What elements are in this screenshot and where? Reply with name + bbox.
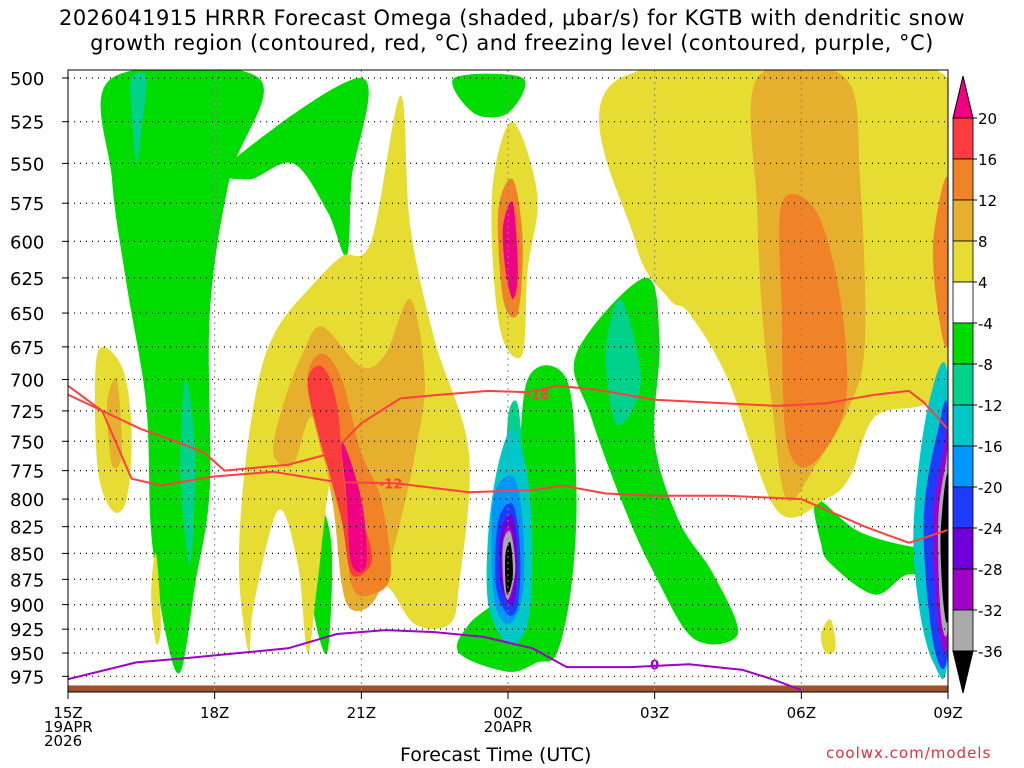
omega-region-4 [452, 73, 526, 118]
y-tick-label-0: 500 [10, 69, 44, 90]
contour-line-1 [68, 384, 948, 544]
y-tick-label-15: 875 [10, 570, 44, 591]
chart-title-line-1: 2026041915 HRRR Forecast Omega (shaded, … [58, 6, 966, 30]
contour-label-2: 0 [650, 658, 659, 673]
x-tick-label-0-1: 19APR [44, 718, 93, 736]
y-tick-label-1: 525 [10, 113, 44, 134]
x-tick-label-6-0: 09Z [933, 704, 962, 722]
y-tick-label-11: 775 [10, 462, 44, 483]
y-tick-label-8: 700 [10, 370, 44, 391]
colorbar-bottom-arrow [952, 650, 974, 694]
colorbar-swatch-8 [952, 445, 974, 488]
x-tick-label-1-0: 18Z [200, 704, 229, 722]
y-tick-label-18: 950 [10, 644, 44, 665]
y-tick-label-14: 850 [10, 544, 44, 565]
y-tick-label-7: 675 [10, 338, 44, 359]
omega-region-1 [130, 72, 147, 164]
colorbar-top-arrow [952, 75, 974, 119]
colorbar-swatch-7 [952, 404, 974, 447]
colorbar-swatch-9 [952, 486, 974, 529]
colorbar-swatch-2 [952, 199, 974, 242]
y-tick-label-3: 575 [10, 194, 44, 215]
omega-region-2 [180, 379, 196, 565]
x-tick-label-3-1: 20APR [484, 718, 533, 736]
colorbar-label-12: -32 [978, 602, 1003, 620]
y-tick-label-19: 975 [10, 667, 44, 688]
colorbar-label-2: 12 [978, 192, 997, 210]
contour-line-2 [68, 629, 802, 691]
colorbar-swatch-1 [952, 158, 974, 201]
y-tick-label-16: 900 [10, 596, 44, 617]
omega-region-21 [341, 441, 367, 572]
y-axis-pressure: 500 525 550 575 600 625 650 675 700 725 750 775 800 8… [10, 69, 68, 688]
omega-region-12 [779, 193, 848, 468]
chart-title: 2026041915 HRRR Forecast Omega (shaded, … [0, 6, 1024, 56]
y-tick-label-17: 925 [10, 620, 44, 641]
colorbar-label-8: -16 [978, 438, 1003, 456]
x-axis-title: Forecast Time (UTC) [400, 744, 592, 766]
contour-labels: -18 -12 0 [379, 389, 659, 674]
x-tick-label-0-2: 2026 [44, 732, 82, 750]
y-tick-label-4: 600 [10, 232, 44, 253]
colorbar-label-9: -20 [978, 479, 1003, 497]
y-tick-label-9: 725 [10, 402, 44, 423]
gridlines [68, 70, 948, 692]
x-tick-label-4-0: 03Z [640, 704, 669, 722]
omega-region-35 [505, 541, 513, 595]
omega-shading [94, 70, 948, 680]
y-tick-label-2: 550 [10, 154, 44, 175]
omega-region-15 [932, 176, 948, 348]
colorbar-label-1: 16 [978, 151, 997, 169]
x-tick-label-5-0: 06Z [787, 704, 816, 722]
omega-region-27 [151, 552, 161, 645]
omega-region-0 [100, 70, 264, 674]
colorbar-swatch-12 [952, 609, 974, 652]
colorbar-label-4: 4 [978, 274, 988, 292]
colorbar-label-0: 20 [978, 110, 997, 128]
y-tick-label-6: 650 [10, 304, 44, 325]
x-tick-label-2-0: 21Z [347, 704, 376, 722]
omega-region-8 [605, 299, 641, 426]
colorbar: 20 16 12 8 4 -4 -8 -12 -16 -20 -24 -28 -32 -36 [952, 75, 1003, 694]
colorbar-swatch-0 [952, 117, 974, 160]
colorbar-label-13: -36 [978, 643, 1003, 661]
omega-region-13 [654, 107, 670, 273]
colorbar-swatch-10 [952, 527, 974, 570]
colorbar-swatch-5 [952, 322, 974, 365]
y-tick-label-12: 800 [10, 490, 44, 511]
omega-region-24 [502, 201, 518, 300]
omega-region-3 [222, 77, 369, 257]
credit-link[interactable]: coolwx.com/models [826, 744, 992, 762]
colorbar-swatch-11 [952, 568, 974, 611]
omega-region-16 [820, 619, 836, 655]
contour-label-0: -18 [526, 389, 550, 404]
x-tick-label-0-0: 15Z [53, 704, 82, 722]
colorbar-label-5: -4 [978, 315, 993, 333]
y-tick-label-5: 625 [10, 269, 44, 290]
x-tick-label-3-0: 00Z [493, 704, 522, 722]
colorbar-label-6: -8 [978, 356, 993, 374]
isotherm-contours [68, 384, 948, 691]
colorbar-swatch-4 [952, 281, 974, 324]
colorbar-label-11: -28 [978, 561, 1003, 579]
omega-region-40 [940, 474, 948, 623]
omega-region-9 [813, 499, 948, 595]
colorbar-label-10: -24 [978, 520, 1003, 538]
y-tick-label-13: 825 [10, 518, 44, 539]
y-tick-label-10: 750 [10, 432, 44, 453]
colorbar-swatch-3 [952, 240, 974, 283]
chart-title-line-2: growth region (contoured, red, °C) and f… [90, 31, 934, 55]
colorbar-label-3: 8 [978, 233, 988, 251]
contour-line-0 [68, 384, 948, 472]
colorbar-label-7: -12 [978, 397, 1003, 415]
colorbar-swatch-6 [952, 363, 974, 406]
contour-label-1: -12 [379, 477, 403, 492]
